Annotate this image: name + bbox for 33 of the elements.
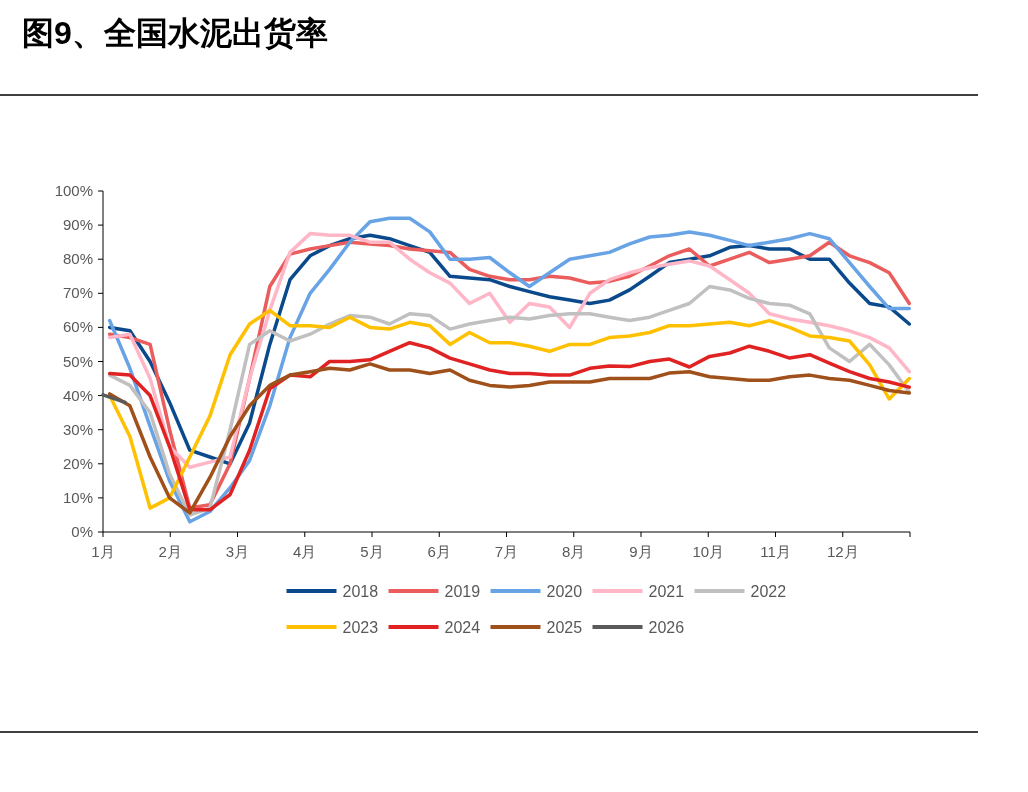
x-tick-label: 11月 [760, 543, 791, 560]
x-tick-label: 2月 [158, 543, 182, 560]
legend-label: 2025 [546, 619, 583, 636]
x-tick-label: 8月 [562, 543, 586, 560]
y-tick-label: 50% [62, 352, 93, 370]
y-tick-label: 10% [62, 488, 93, 506]
y-tick-label: 40% [62, 386, 93, 404]
legend-label: 2020 [546, 583, 583, 600]
y-tick-label: 70% [62, 284, 93, 302]
y-tick-label: 0% [71, 523, 93, 540]
x-tick-label: 7月 [494, 543, 519, 560]
y-tick-label: 30% [62, 420, 93, 438]
legend-label: 2018 [342, 583, 379, 600]
x-tick-label: 12月 [826, 543, 859, 560]
legend-label: 2023 [342, 619, 379, 636]
legend-label: 2026 [648, 619, 685, 636]
x-tick-label: 3月 [225, 543, 250, 560]
legend-label: 2021 [648, 583, 685, 600]
y-tick-label: 90% [62, 216, 93, 234]
y-tick-label: 60% [62, 318, 93, 336]
legend-label: 2024 [444, 619, 481, 636]
x-tick-label: 4月 [293, 543, 317, 560]
x-tick-label: 10月 [692, 543, 725, 560]
legend-label: 2019 [444, 583, 481, 600]
x-tick-label: 1月 [91, 543, 115, 560]
x-tick-label: 9月 [629, 543, 653, 560]
chart-title: 图9、全国水泥出货率 [22, 15, 328, 51]
x-tick-label: 5月 [360, 543, 384, 560]
y-tick-label: 80% [62, 250, 93, 268]
legend-label: 2022 [750, 583, 787, 600]
y-tick-label: 100% [54, 182, 93, 199]
x-tick-label: 6月 [427, 543, 451, 560]
y-tick-label: 20% [62, 454, 93, 472]
